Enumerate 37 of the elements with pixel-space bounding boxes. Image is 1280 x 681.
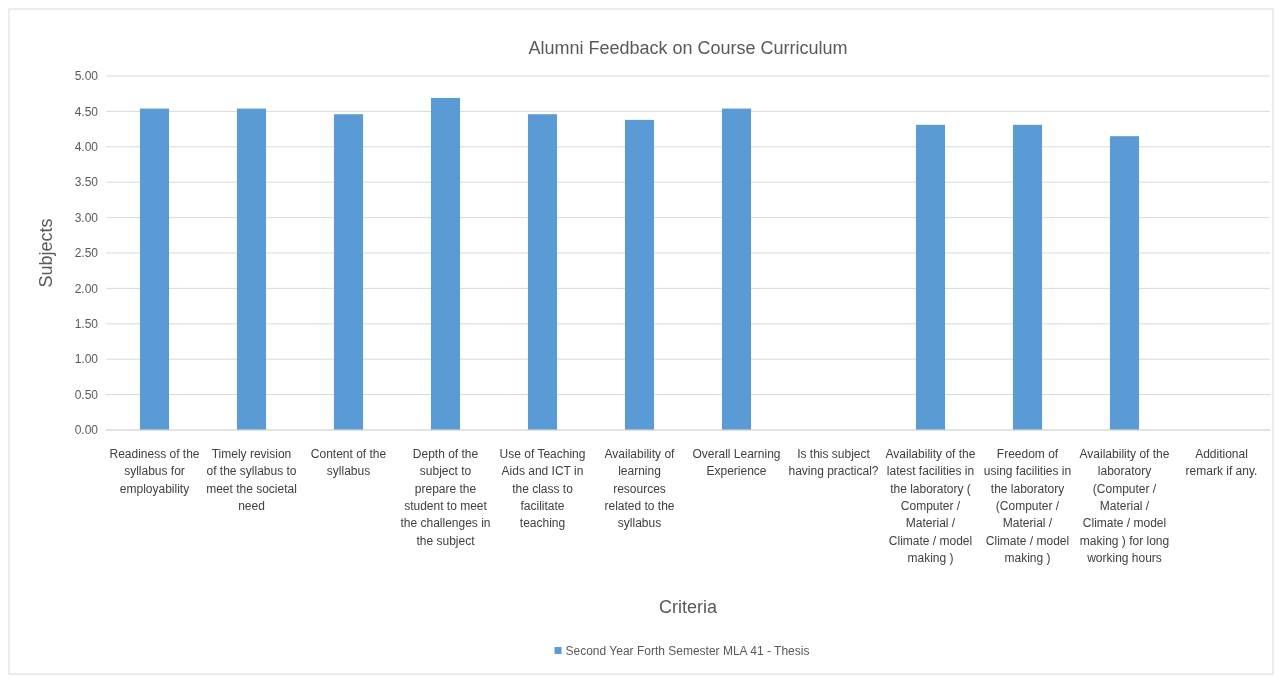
bar (236, 108, 267, 430)
bar (915, 124, 946, 430)
y-tick-label: 5.00 (74, 69, 99, 84)
x-tick-label: Overall Learning Experience (692, 447, 781, 479)
bar (1109, 136, 1140, 430)
bar (624, 119, 655, 430)
y-tick-label: 1.50 (74, 317, 99, 331)
y-tick-label: 1.00 (74, 352, 99, 367)
y-tick-label: 2.50 (74, 246, 99, 261)
bar (721, 108, 752, 430)
x-tick-label: Availability of the laboratory (Computer / Material / Climate / model making ) for long working hours (1079, 447, 1170, 565)
x-tick-label: Freedom of using facilities in the laboratory (Computer / Material / Climate / model making ) (983, 447, 1072, 565)
x-tick-label: Depth of the subject to prepare the student to meet the challenges in the subject (400, 447, 491, 548)
x-tick-label: Availability of the latest facilities in the laboratory ( Computer / Material / Climate / model making ) (885, 447, 976, 565)
x-tick-label: Use of Teaching Aids and ICT in the class to facilitate teaching (499, 447, 586, 531)
x-tick-label: Additional remark if any. (1185, 447, 1258, 479)
y-tick-label: 2.00 (74, 281, 99, 296)
y-tick-label: 3.00 (74, 210, 99, 225)
y-tick-label: 0.00 (74, 423, 99, 438)
y-tick-label: 4.00 (74, 140, 99, 154)
y-tick-label: 4.50 (74, 104, 99, 119)
y-tick-label: 0.50 (74, 387, 99, 402)
x-axis-title: Criteria (658, 597, 718, 617)
x-tick-label: Is this subject having practical? (788, 447, 879, 479)
legend-label: Second Year Forth Semester MLA 41 - Thesis (565, 644, 810, 659)
chart-title: Alumni Feedback on Course Curriculum (528, 38, 848, 58)
bar (430, 97, 461, 430)
bar (1012, 124, 1043, 430)
x-tick-label: Timely revision of the syllabus to meet the societal need (206, 447, 297, 513)
x-tick-label: Content of the syllabus (310, 447, 387, 479)
y-tick-label: 3.50 (74, 175, 99, 190)
bar (527, 114, 558, 430)
bar (139, 108, 170, 430)
x-tick-label: Availability of learning resources related to the syllabus (604, 447, 676, 531)
y-axis-title: Subjects (36, 218, 56, 288)
bar (333, 114, 364, 430)
x-tick-label: Readiness of the syllabus for employability (109, 447, 200, 496)
